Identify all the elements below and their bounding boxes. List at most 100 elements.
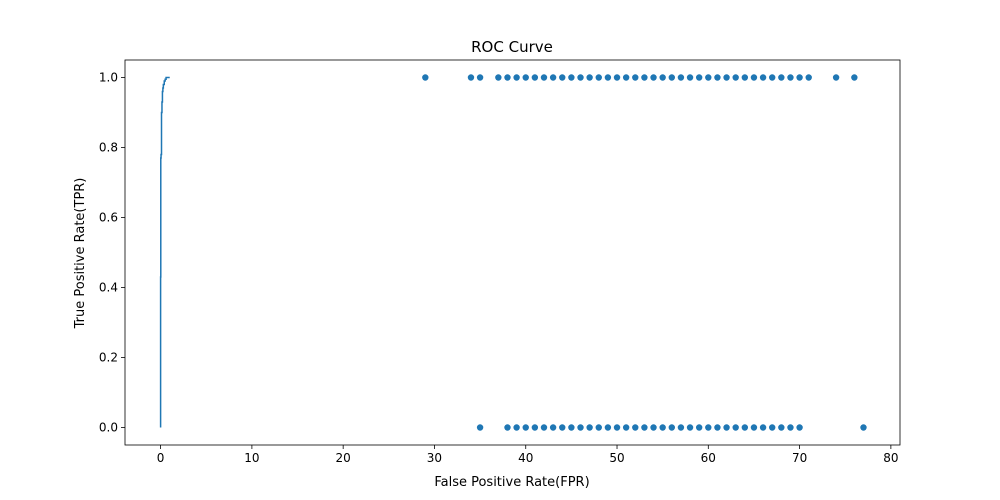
data-point (851, 74, 858, 81)
data-point (513, 424, 520, 431)
x-tick-label: 40 (518, 451, 533, 465)
data-point (769, 74, 776, 81)
data-point (650, 74, 657, 81)
plot-frame (124, 59, 901, 446)
data-point (677, 424, 685, 431)
data-point (686, 74, 694, 81)
data-point (796, 74, 803, 81)
data-point (778, 74, 785, 81)
x-axis-label: False Positive Rate(FPR) (434, 475, 589, 490)
data-point (632, 424, 639, 431)
data-point (714, 424, 721, 431)
y-tick-label: 0.6 (99, 211, 118, 225)
data-point (705, 424, 712, 431)
data-point (476, 74, 484, 81)
data-point (613, 74, 621, 81)
chart-title: ROC Curve (471, 38, 553, 56)
data-point (540, 424, 548, 431)
data-point (750, 74, 758, 81)
data-point (805, 74, 812, 81)
data-point (577, 424, 584, 431)
data-point (632, 74, 639, 81)
data-point (741, 424, 749, 431)
data-point (568, 74, 575, 81)
data-point (513, 74, 520, 81)
data-point (559, 424, 566, 431)
data-point (604, 424, 612, 431)
data-point (714, 74, 721, 81)
data-point (613, 424, 621, 431)
data-point (641, 424, 648, 431)
data-point (741, 74, 749, 81)
data-point (723, 424, 730, 431)
data-point (559, 74, 566, 81)
plot-content (159, 74, 867, 431)
data-point (495, 74, 502, 81)
data-point (668, 74, 675, 81)
data-point (549, 74, 557, 81)
data-point (622, 424, 630, 431)
axes: 0 10 20 30 40 50 60 70 80 0.0 0.2 0.4 0.6 0.8 1.0 (99, 59, 901, 465)
roc-curve-line (159, 76, 170, 428)
data-point (595, 424, 602, 431)
data-point (732, 424, 739, 431)
data-point (568, 424, 575, 431)
data-point (796, 424, 803, 431)
data-point (659, 424, 666, 431)
x-tick-label: 80 (883, 451, 898, 465)
y-axis-label: True Positive Rate(TPR) (73, 178, 88, 330)
data-point (540, 74, 548, 81)
y-tick-label: 1.0 (99, 71, 118, 85)
x-tick-label: 20 (336, 451, 351, 465)
data-point (705, 74, 712, 81)
data-point (695, 74, 703, 81)
data-point (522, 74, 529, 81)
data-point (586, 74, 593, 81)
data-point (531, 424, 539, 431)
data-point (586, 424, 593, 431)
y-tick-label: 0.0 (99, 421, 118, 435)
data-point (504, 424, 511, 431)
data-point (750, 424, 758, 431)
data-point (504, 74, 511, 81)
data-point (787, 74, 794, 81)
data-point (641, 74, 648, 81)
data-point (668, 424, 675, 431)
y-tick-label: 0.8 (99, 141, 118, 155)
data-point (659, 74, 666, 81)
data-point (769, 424, 776, 431)
data-point (622, 74, 630, 81)
data-point (577, 74, 584, 81)
data-point (467, 74, 475, 81)
data-point (695, 424, 703, 431)
data-point (686, 424, 694, 431)
data-point (732, 74, 739, 81)
data-point (595, 74, 602, 81)
data-point (549, 424, 557, 431)
y-tick-label: 0.2 (99, 351, 118, 365)
data-point (604, 74, 612, 81)
data-point (759, 424, 767, 431)
data-point (531, 74, 539, 81)
x-tick-label: 0 (157, 451, 165, 465)
data-point (759, 74, 767, 81)
data-point (778, 424, 785, 431)
data-point (476, 424, 484, 431)
data-point (832, 74, 840, 81)
data-point (522, 424, 529, 431)
x-tick-label: 10 (244, 451, 259, 465)
y-tick-label: 0.4 (99, 281, 118, 295)
data-point (422, 74, 429, 81)
data-point (723, 74, 730, 81)
data-point (677, 74, 685, 81)
data-point (650, 424, 657, 431)
x-tick-label: 60 (701, 451, 716, 465)
x-tick-label: 50 (609, 451, 624, 465)
data-point (787, 424, 794, 431)
x-tick-label: 70 (792, 451, 807, 465)
data-point (860, 424, 867, 431)
x-tick-label: 30 (427, 451, 442, 465)
